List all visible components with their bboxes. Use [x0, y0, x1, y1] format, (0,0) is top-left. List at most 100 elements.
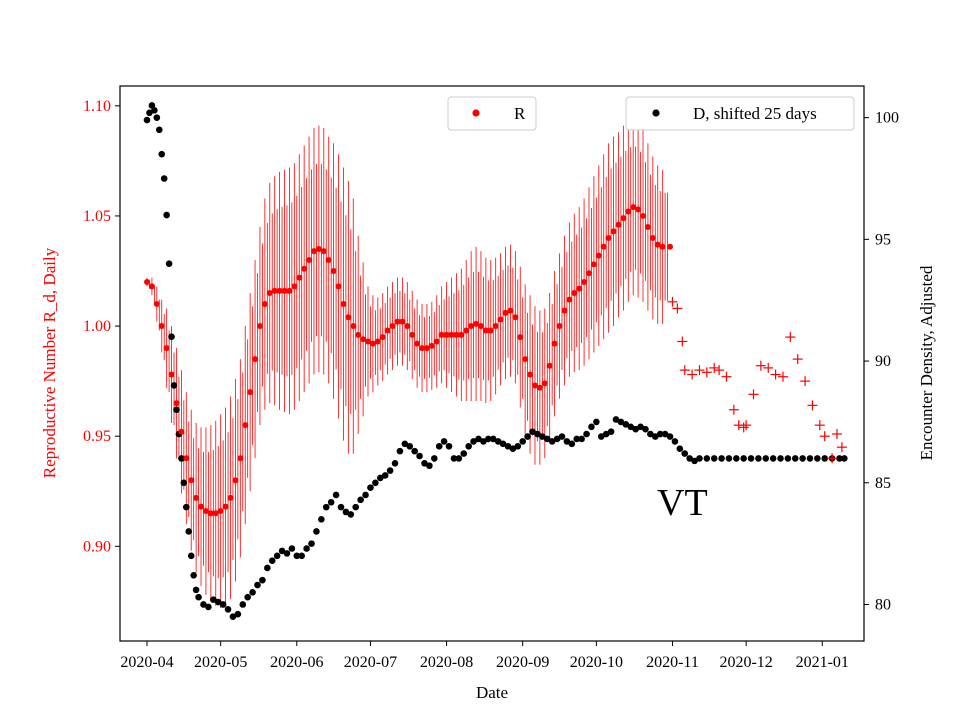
r-point [202, 508, 209, 515]
r-point [325, 256, 332, 263]
r-point [365, 338, 371, 345]
r-point [271, 287, 278, 294]
density-point [376, 474, 384, 482]
r-point [193, 494, 200, 501]
r-point [207, 510, 214, 517]
density-point [440, 438, 448, 445]
r-plus-point [672, 303, 683, 314]
r-point [566, 296, 573, 303]
density-point [681, 450, 689, 457]
density-point [288, 545, 296, 552]
r-point [261, 301, 268, 308]
r-point [659, 243, 666, 250]
r-point [517, 334, 524, 341]
r-point [158, 323, 165, 330]
density-point [224, 606, 232, 613]
r-point [667, 243, 674, 250]
r-plus-point [827, 453, 838, 464]
y-left-tick-label: 1.10 [83, 98, 111, 115]
r-point [266, 290, 273, 297]
density-point [725, 455, 733, 462]
r-plus-point [679, 365, 690, 376]
r-point [585, 270, 592, 277]
density-point [558, 433, 566, 440]
r-point [399, 318, 406, 325]
density-point [509, 445, 517, 452]
r-point [443, 331, 450, 338]
r-point [428, 342, 435, 349]
r-point [438, 331, 445, 338]
r-point [512, 314, 519, 321]
density-point [597, 433, 605, 440]
density-point [777, 455, 784, 462]
density-point [494, 438, 502, 445]
r-plus-point [677, 336, 688, 347]
density-point [718, 455, 725, 462]
density-point [747, 455, 755, 462]
density-point [696, 455, 703, 462]
density-point [836, 455, 843, 462]
r-point [448, 331, 455, 338]
density-point [170, 382, 178, 389]
y-left-tick-label: 1.05 [83, 208, 111, 225]
density-point [352, 503, 360, 511]
density-point [806, 455, 814, 462]
density-point [190, 571, 197, 579]
r-point [168, 371, 175, 378]
density-point [163, 211, 170, 219]
density-point [406, 442, 414, 450]
density-point [160, 175, 168, 182]
legend-d-box [625, 96, 855, 131]
density-point [273, 552, 281, 560]
density-point [214, 598, 222, 606]
density-point [499, 440, 507, 448]
r-point [144, 279, 151, 286]
density-point [475, 435, 482, 443]
density-point [602, 430, 610, 438]
density-point [283, 550, 291, 557]
density-point [480, 438, 487, 445]
density-point [372, 479, 379, 487]
x-axis-ticks: 2020-04 2020-05 2020-06 2020-07 2020-08 2020-… [120, 641, 849, 671]
density-point [155, 126, 163, 134]
r-point [482, 327, 489, 334]
r-point [595, 252, 602, 259]
density-point [396, 447, 404, 455]
r-point [198, 503, 205, 510]
r-point [605, 234, 612, 241]
density-point [337, 503, 345, 511]
r-point [468, 323, 475, 330]
x-tick-label: 2020-12 [719, 654, 772, 671]
density-point [656, 430, 664, 438]
density-points [143, 102, 848, 620]
r-point [330, 268, 337, 274]
density-point [784, 455, 792, 462]
y-left-tick-label: 0.90 [83, 538, 111, 555]
annotation-vt: VT [657, 482, 708, 524]
r-plus-point [770, 369, 781, 380]
r-point [640, 212, 647, 219]
density-point [524, 433, 531, 440]
density-point [178, 455, 185, 462]
r-point [310, 248, 317, 255]
legend-r-label: R [514, 104, 526, 123]
r-point [531, 382, 538, 389]
density-point [676, 445, 684, 452]
y-left-tick-label: 1.00 [83, 318, 111, 335]
density-point [543, 435, 551, 443]
y-right-tick-label: 95 [875, 231, 891, 248]
r-point [414, 340, 421, 347]
r-point [389, 323, 396, 330]
r-point [360, 336, 367, 343]
density-point [151, 107, 158, 114]
r-point [355, 331, 362, 338]
density-point [762, 455, 770, 462]
r-point [527, 371, 534, 378]
density-point [504, 442, 512, 450]
r-point [369, 340, 376, 347]
r-point [502, 309, 509, 316]
r-point [345, 314, 352, 321]
density-point [450, 455, 458, 462]
density-point [298, 552, 306, 560]
